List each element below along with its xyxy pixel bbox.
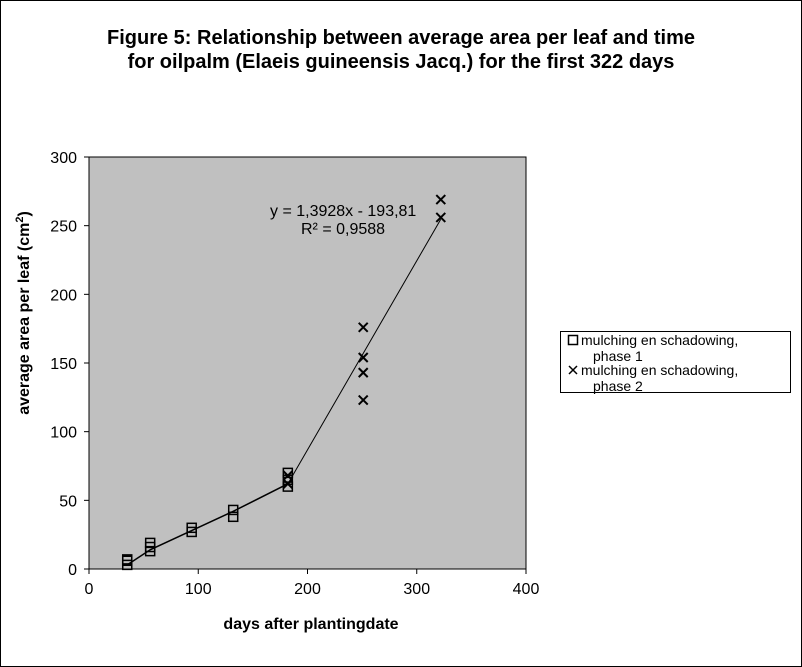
x-tick-label: 300 [403, 581, 430, 598]
legend-item-phase-1: mulching en schadowing, phase 1 [567, 332, 786, 364]
legend: mulching en schadowing, phase 1 mulching… [560, 331, 791, 394]
data-point-phase-1 [144, 537, 156, 549]
data-point-phase-1 [282, 481, 294, 492]
data-point-phase-2 [358, 352, 369, 363]
y-tick-label: 150 [50, 356, 77, 373]
square-marker-icon [567, 334, 579, 346]
trendline-r-squared: R² = 0,9588 [301, 221, 385, 238]
trendline-1 [126, 483, 289, 566]
x-marker-icon [568, 365, 578, 375]
axes: 0 100 200 300 400 0 50 100 150 200 250 300 [50, 150, 539, 598]
data-point-phase-1 [227, 504, 239, 516]
y-tick-label: 300 [50, 150, 77, 167]
points-layer [121, 194, 446, 571]
trendline-equation: y = 1,3928x - 193,81 [270, 203, 416, 220]
data-point-phase-1 [121, 554, 133, 565]
data-point-phase-1 [282, 467, 294, 479]
data-point-phase-1 [186, 522, 197, 534]
x-tick-label: 0 [85, 581, 94, 598]
x-tick-label: 400 [513, 581, 540, 598]
x-tick-label: 100 [185, 581, 212, 598]
y-tick-label: 100 [50, 425, 77, 442]
legend-label-phase-2-line-2: phase 2 [593, 378, 643, 394]
y-tick-label: 200 [50, 287, 77, 304]
y-tick-label: 0 [68, 562, 77, 579]
data-point-phase-2 [358, 394, 369, 406]
chart-title: Figure 5: Relationship between average a… [0, 26, 802, 74]
y-axis-title-sup: 2 [14, 217, 26, 223]
data-point-phase-2 [358, 367, 369, 378]
data-point-phase-1 [227, 511, 239, 523]
legend-label-phase-2-line-1: mulching en schadowing, [581, 362, 739, 378]
y-tick-label: 50 [59, 493, 77, 510]
y-axis-title-main: average area per leaf (cm [16, 223, 33, 415]
data-point-phase-2 [435, 212, 446, 223]
chart-title-line-1: Figure 5: Relationship between average a… [107, 27, 695, 49]
y-axis-title: average area per leaf (cm2) [14, 211, 33, 415]
plot-area [88, 156, 527, 570]
data-point-phase-2 [282, 470, 294, 481]
legend-item-phase-2: mulching en schadowing, phase 2 [568, 362, 786, 394]
legend-label-phase-1-line-2: phase 1 [593, 348, 643, 364]
data-point-phase-2 [435, 194, 446, 205]
y-tick-label: 250 [50, 219, 77, 236]
chart-title-line-2: for oilpalm (Elaeis guineensis Jacq.) fo… [127, 51, 675, 73]
legend-label-phase-1-line-1: mulching en schadowing, [581, 332, 739, 348]
y-axis-title-end: ) [16, 211, 33, 216]
x-tick-label: 200 [294, 581, 321, 598]
data-point-phase-2 [282, 478, 294, 490]
data-point-phase-2 [358, 322, 369, 333]
trendline-2 [287, 218, 442, 485]
x-axis-title: days after plantingdate [223, 616, 398, 633]
trendline-layer [126, 218, 442, 566]
